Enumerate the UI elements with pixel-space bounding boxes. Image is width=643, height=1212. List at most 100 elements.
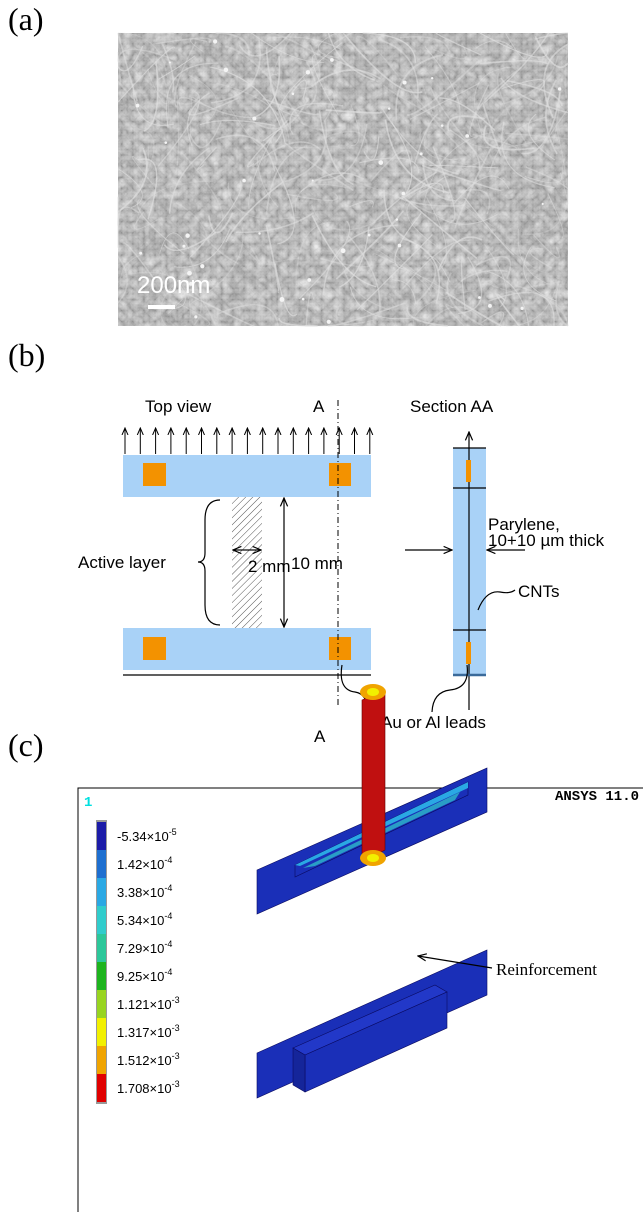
brace (198, 500, 220, 625)
particle (341, 248, 346, 253)
particle (478, 296, 481, 299)
particle (252, 117, 256, 121)
legend-base: 1.121×10 (117, 997, 172, 1012)
legend-base: -5.34×10 (117, 829, 169, 844)
particle (279, 297, 284, 302)
particle (136, 104, 140, 108)
particle (312, 180, 314, 182)
legend-swatch (97, 990, 106, 1018)
callout-label: Reinforcement (496, 960, 597, 979)
cnts-label: CNTs (518, 582, 560, 601)
legend-label: 5.34×10-4 (117, 911, 172, 928)
legend: -5.34×10-51.42×10-43.38×10-45.34×10-47.2… (96, 820, 180, 1104)
legend-swatch (97, 1046, 106, 1074)
particle (307, 278, 311, 282)
legend-base: 1.42×10 (117, 857, 164, 872)
legend-exponent: -4 (164, 883, 172, 893)
particle (402, 192, 406, 196)
column (362, 690, 385, 862)
legend-exponent: -3 (172, 1079, 180, 1089)
electrode (466, 460, 471, 482)
legend-exponent: -3 (172, 1051, 180, 1061)
legend-label: 1.512×10-3 (117, 1051, 180, 1068)
section-title: Section AA (410, 397, 494, 416)
legend-swatch (97, 906, 106, 934)
particle (465, 134, 469, 138)
electrode (143, 637, 166, 660)
particle (242, 179, 246, 183)
particle (213, 39, 217, 43)
legend-label: 1.42×10-4 (117, 855, 172, 872)
legend-label: 3.38×10-4 (117, 883, 172, 900)
legend-exponent: -5 (169, 827, 177, 837)
thickness-label: 10+10 µm thick (488, 531, 605, 550)
section-mark: A (314, 727, 326, 746)
section-mark: A (313, 397, 325, 416)
particle (368, 234, 371, 237)
particle (403, 80, 407, 84)
fem-model (257, 684, 487, 1098)
particle (258, 232, 260, 234)
electrode (143, 463, 166, 486)
legend-base: 3.38×10 (117, 885, 164, 900)
particle (431, 77, 433, 79)
window-number: 1 (84, 795, 92, 811)
particle (327, 320, 331, 324)
legend-swatch (97, 962, 106, 990)
particle (379, 160, 384, 165)
legend-label: 1.708×10-3 (117, 1079, 180, 1096)
panel-label: (b) (8, 337, 45, 373)
scale-bar (148, 305, 175, 309)
particle (398, 244, 402, 248)
particle (542, 203, 544, 205)
particle (302, 298, 305, 301)
length-label: 10 mm (291, 554, 343, 573)
legend-exponent: -4 (164, 911, 172, 921)
particle (164, 141, 167, 144)
legend-label: 1.121×10-3 (117, 995, 180, 1012)
particle (200, 264, 204, 268)
stress-hotspot (367, 854, 379, 862)
particle (182, 245, 185, 248)
legend-swatch (97, 1018, 106, 1046)
particle (558, 87, 561, 90)
particle (194, 315, 197, 318)
legend-exponent: -4 (164, 967, 172, 977)
particle (185, 233, 189, 237)
particle (169, 62, 171, 64)
particle (396, 218, 398, 220)
bottom-reinforcement-side (293, 1048, 305, 1092)
legend-swatch (97, 1074, 106, 1102)
particle (139, 252, 142, 255)
legend-swatch (97, 822, 106, 850)
panel-label: (c) (8, 727, 44, 763)
particle (330, 58, 334, 62)
legend-exponent: -3 (172, 995, 180, 1005)
stress-hotspot (367, 688, 379, 696)
force-arrows (125, 428, 370, 454)
legend-base: 1.317×10 (117, 1025, 172, 1040)
active-layer-label: Active layer (78, 553, 166, 572)
figure: (a) 200nm (b) Top view A Active layer 2 … (0, 0, 643, 1212)
legend-base: 7.29×10 (117, 941, 164, 956)
legend-swatch (97, 850, 106, 878)
legend-swatch (97, 934, 106, 962)
particle (441, 124, 444, 127)
electrode (329, 463, 351, 486)
legend-label: 9.25×10-4 (117, 967, 172, 984)
electrode (466, 642, 471, 664)
legend-label: 1.317×10-3 (117, 1023, 180, 1040)
legend-exponent: -3 (172, 1023, 180, 1033)
particle (488, 304, 492, 308)
leads-label: Au or Al leads (381, 713, 486, 732)
particle (224, 68, 228, 72)
electrode (329, 637, 351, 660)
scale-bar-label: 200nm (137, 272, 210, 299)
panel-label: (a) (8, 1, 44, 37)
top-view-label: Top view (145, 397, 212, 416)
particle (292, 93, 295, 96)
legend-base: 5.34×10 (117, 913, 164, 928)
legend-label: 7.29×10-4 (117, 939, 172, 956)
particle (520, 307, 523, 310)
legend-label: -5.34×10-5 (117, 827, 177, 844)
